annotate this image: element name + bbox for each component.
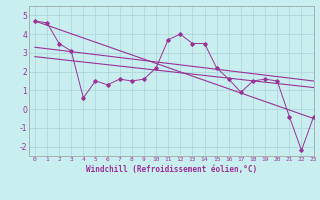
X-axis label: Windchill (Refroidissement éolien,°C): Windchill (Refroidissement éolien,°C) <box>86 165 257 174</box>
